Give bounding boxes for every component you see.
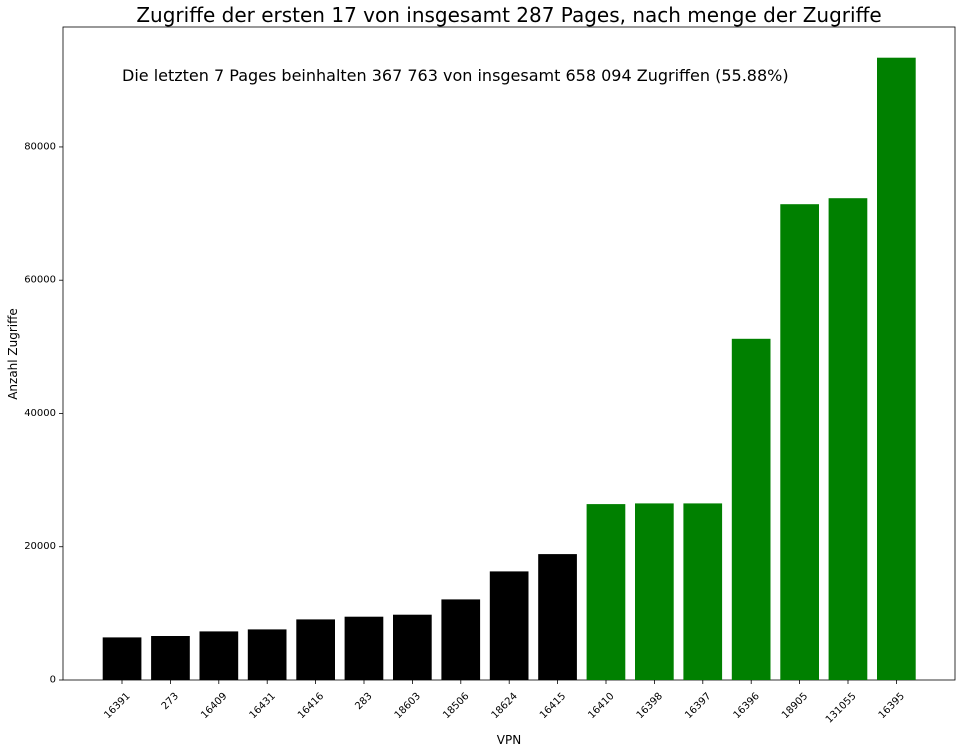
x-tick-label: 18603 (393, 691, 423, 721)
x-axis-ticks: 16391 273 16409 16431 16416 283 18603 18506 1862… (102, 680, 907, 726)
bar-16431 (247, 629, 287, 680)
bar-273 (151, 636, 190, 680)
bar-18624 (489, 571, 529, 680)
x-tick-label: 16409 (199, 691, 229, 721)
x-tick-label: 16396 (732, 691, 762, 721)
bar-16410 (586, 504, 626, 680)
bar-16396 (731, 338, 771, 680)
bar-18506 (441, 599, 481, 680)
x-axis-label: VPN (497, 733, 521, 747)
bar-283 (344, 616, 384, 680)
chart-annotation: Die letzten 7 Pages beinhalten 367 763 v… (122, 66, 789, 85)
y-axis-ticks: 0 20000 40000 60000 80000 (24, 141, 63, 686)
x-tick-label: 18905 (780, 691, 810, 721)
y-tick-label: 80000 (24, 141, 56, 152)
x-tick-label: 16391 (102, 691, 132, 721)
bar-131055 (828, 198, 868, 680)
bar-16409 (199, 631, 239, 680)
x-tick-label: 16397 (683, 691, 713, 721)
y-tick-label: 40000 (24, 408, 56, 419)
bar-18603 (393, 614, 432, 680)
bar-16415 (538, 554, 577, 680)
chart-title: Zugriffe der ersten 17 von insgesamt 287… (136, 3, 881, 27)
bar-18905 (780, 204, 819, 680)
bar-16395 (877, 57, 916, 680)
bar-16398 (635, 503, 674, 680)
x-tick-label: 273 (160, 691, 181, 712)
x-tick-label: 16415 (538, 691, 568, 721)
bar-16391 (102, 637, 142, 680)
x-tick-label: 18624 (490, 691, 520, 721)
y-tick-label: 20000 (24, 541, 56, 552)
x-tick-label: 16416 (296, 691, 326, 721)
bars-group (102, 57, 916, 680)
bar-16416 (296, 619, 335, 680)
x-tick-label: 16431 (248, 691, 278, 721)
x-tick-label: 16410 (586, 691, 616, 721)
x-tick-label: 16395 (877, 691, 907, 721)
x-tick-label: 18506 (441, 691, 471, 721)
y-tick-label: 0 (50, 675, 56, 686)
y-tick-label: 60000 (24, 275, 56, 286)
x-tick-label: 283 (353, 691, 374, 712)
x-tick-label: 16398 (635, 691, 665, 721)
bar-16397 (683, 503, 723, 680)
x-tick-label: 131055 (824, 691, 859, 726)
y-axis-label: Anzahl Zugriffe (6, 308, 20, 400)
